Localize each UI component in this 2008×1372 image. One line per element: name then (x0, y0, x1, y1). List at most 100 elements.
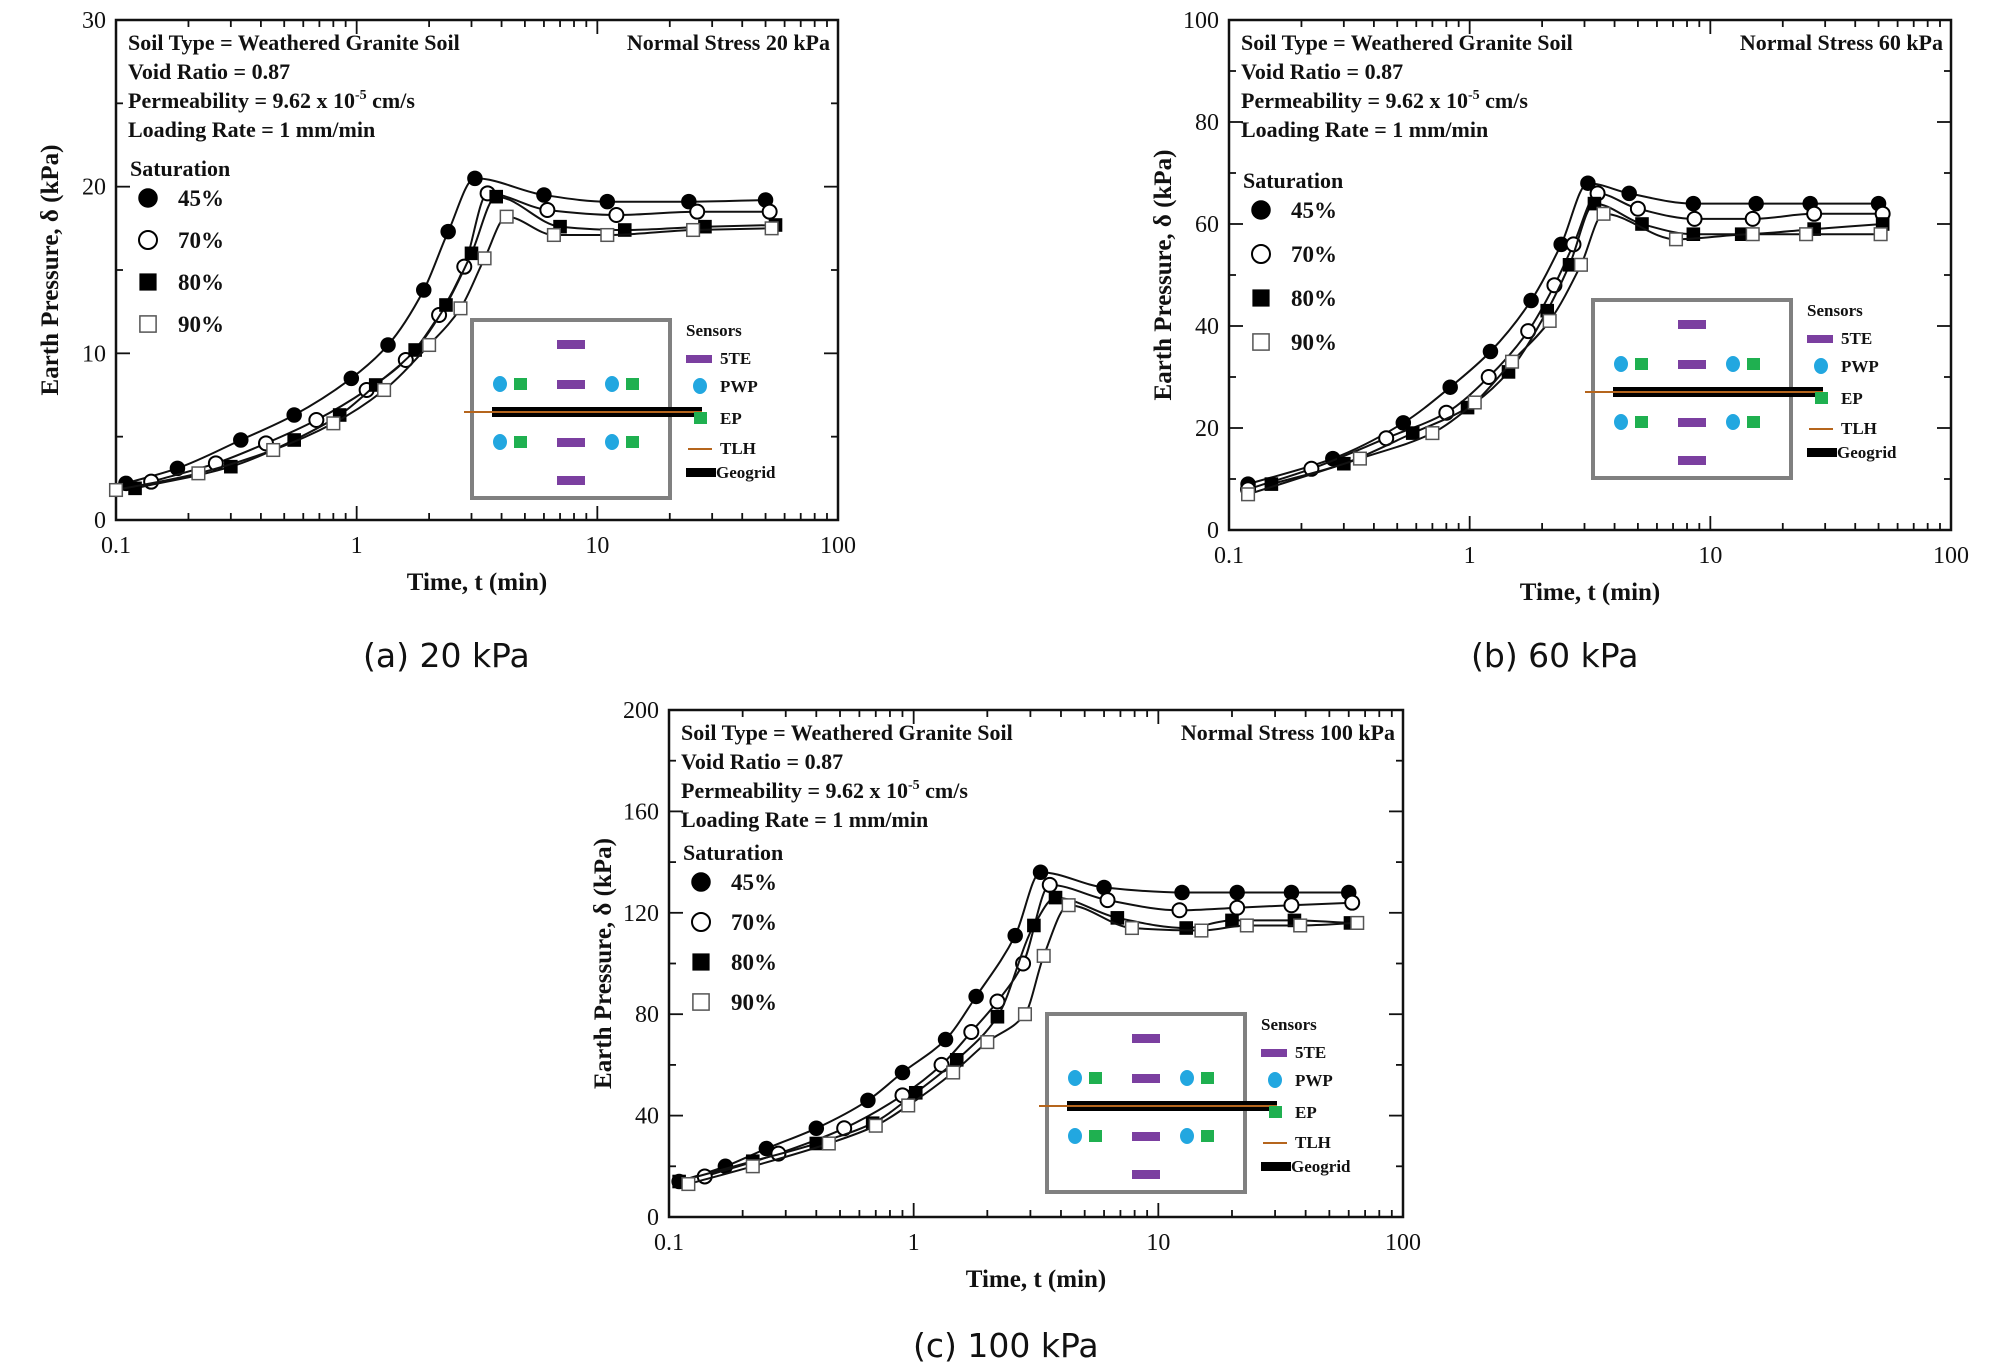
data-point (377, 382, 392, 398)
y-tick-label: 80 (1195, 110, 1219, 136)
permeability-unit: cm/s (367, 88, 416, 113)
info-line-2: Void Ratio = 0.87 (128, 59, 290, 84)
data-point (1744, 210, 1761, 227)
pwp-sensor-3 (1068, 1128, 1082, 1144)
legend-title: Saturation (130, 156, 230, 181)
y-tick-label: 80 (635, 1002, 659, 1028)
data-point (937, 1031, 954, 1048)
x-axis-label: Time, t (min) (966, 1266, 1107, 1293)
5te-sensor-2 (1678, 360, 1706, 369)
stress-label: Normal Stress 20 kPa (627, 30, 830, 55)
y-tick-label: 0 (94, 508, 106, 534)
y-axis-label: Earth Pressure, δ (kPa) (1150, 150, 1177, 401)
inset-key-geogrid: Geogrid (1291, 1157, 1351, 1176)
sensor-inset-a: Sensors 5TE PWP EP TLH Geogrid (464, 318, 776, 500)
chart-panel-c: 0.1 1 10 100 Time, t (min) 0 40 80 120 160 200 Eart… (565, 690, 1425, 1372)
data-point (1352, 451, 1367, 466)
legend-marker-90 (139, 315, 157, 333)
permeability-unit: cm/s (1480, 88, 1529, 113)
data-point (1048, 890, 1063, 905)
inset-key-tlh: TLH (720, 439, 756, 458)
data-point (308, 412, 325, 428)
data-point (1225, 913, 1239, 928)
data-point (681, 1176, 696, 1192)
y-axis: 0 40 80 120 160 200 Earth Pressure, δ (kPa) (590, 698, 1403, 1231)
5te-sensor-3 (1132, 1132, 1160, 1141)
data-point (1171, 902, 1188, 919)
data-point (453, 301, 468, 316)
inset-key-5te: 5TE (720, 349, 751, 368)
data-point (1041, 876, 1058, 893)
pwp-sensor-2 (1180, 1070, 1194, 1086)
data-point (1099, 892, 1116, 909)
data-point (1523, 292, 1539, 309)
data-point (128, 481, 142, 496)
chart-panel-b: 0.1 1 10 100 Time, t (min) 0 20 40 60 80 100 Earth … (1125, 0, 1985, 690)
series-45 (118, 170, 774, 492)
5te-sensor-4 (1678, 456, 1706, 465)
legend-marker-70 (138, 230, 158, 250)
data-point (1482, 343, 1499, 360)
permeability-exponent: -5 (908, 778, 920, 793)
inset-key-tlh: TLH (1295, 1133, 1331, 1152)
data-point (286, 407, 302, 423)
5te-sensor-1 (1132, 1034, 1160, 1043)
data-point (1174, 884, 1190, 901)
info-block: Soil Type = Weathered Granite Soil Void R… (681, 720, 1395, 832)
y-tick-label: 30 (82, 8, 106, 34)
data-point (546, 227, 561, 243)
inset-key-5te: 5TE (1841, 329, 1872, 348)
data-point (681, 193, 697, 210)
legend-label-70: 70% (1291, 242, 1337, 267)
pwp-sensor-4 (1180, 1128, 1194, 1144)
ep-sensor-3 (1089, 1130, 1102, 1142)
key-ep-swatch (694, 412, 707, 424)
data-point (1442, 379, 1458, 395)
data-point (536, 187, 552, 203)
data-point (1587, 196, 1602, 211)
inset-key-ep: EP (1295, 1103, 1317, 1122)
legend-label-80: 80% (731, 950, 777, 975)
5te-sensor-1 (1678, 320, 1706, 329)
x-tick-label: 1 (351, 533, 363, 559)
data-point (908, 1085, 923, 1100)
data-point (946, 1065, 961, 1080)
x-tick-label: 0.1 (101, 533, 131, 559)
y-tick-label: 160 (623, 799, 659, 825)
key-geogrid-swatch (1807, 448, 1837, 457)
pwp-sensor-3 (1614, 414, 1628, 430)
legend-label-90: 90% (178, 312, 224, 337)
key-5te-swatch (686, 355, 712, 363)
chart-b-svg: 0.1 1 10 100 Time, t (min) 0 20 40 60 80 100 Earth … (1150, 8, 1969, 606)
y-tick-label: 60 (1195, 212, 1219, 238)
x-tick-label: 1 (908, 1230, 920, 1256)
5te-sensor-3 (557, 438, 585, 447)
permeability-exponent: -5 (355, 88, 367, 103)
data-point (326, 416, 341, 431)
inset-key-pwp: PWP (720, 377, 758, 396)
data-point (489, 189, 504, 204)
info-block: Soil Type = Weathered Granite Soil Void R… (1241, 30, 1943, 142)
data-point (1504, 354, 1520, 369)
pwp-sensor-1 (1614, 356, 1628, 372)
data-point (764, 221, 779, 236)
y-tick-label: 120 (623, 901, 659, 927)
chart-c-svg: 0.1 1 10 100 Time, t (min) 0 40 80 120 160 200 Eart… (590, 698, 1421, 1293)
y-tick-label: 20 (1195, 416, 1219, 442)
ep-sensor-1 (514, 378, 527, 390)
data-point (968, 988, 984, 1005)
x-tick-label: 0.1 (1214, 543, 1244, 569)
data-point (499, 209, 514, 224)
data-point (1580, 175, 1596, 191)
chart-a-svg: 0.1 1 10 100 Time, t (min) 0 10 20 30 Earth Press… (37, 8, 856, 596)
x-tick-label: 100 (1933, 543, 1969, 569)
pwp-sensor-3 (493, 434, 507, 450)
y-tick-label: 20 (82, 175, 106, 201)
inset-key-geogrid: Geogrid (716, 463, 776, 482)
data-point (343, 370, 360, 387)
pwp-sensor-1 (1068, 1070, 1082, 1086)
key-5te-swatch (1261, 1049, 1287, 1057)
data-point (408, 343, 422, 357)
legend-label-90: 90% (1291, 330, 1337, 355)
data-point (686, 222, 701, 238)
